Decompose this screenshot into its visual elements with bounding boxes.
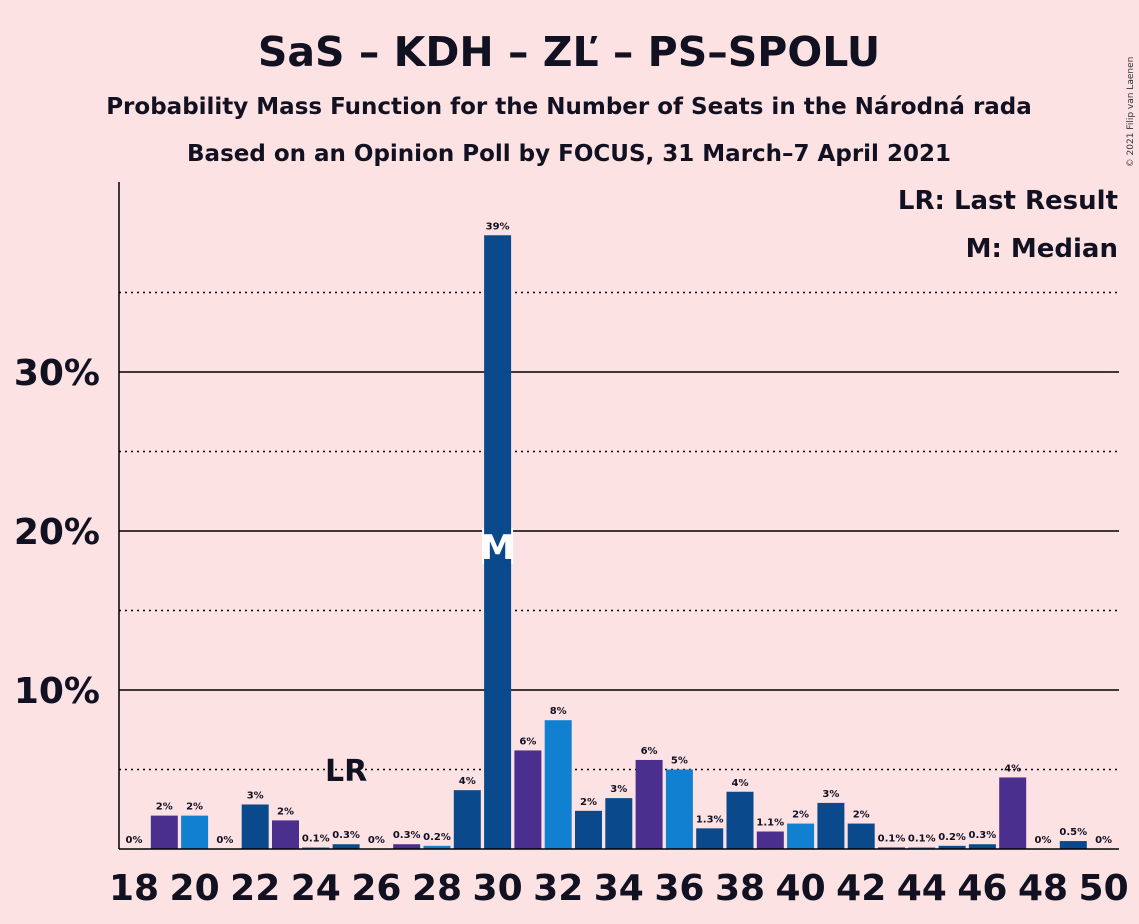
bar-value-label: 2%: [580, 797, 597, 808]
x-tick-label: 30: [473, 868, 523, 909]
x-tick-label: 32: [533, 868, 583, 909]
x-tick-label: 40: [776, 868, 826, 909]
bar-value-label: 6%: [641, 746, 658, 757]
x-tick-label: 26: [351, 868, 401, 909]
bar-seat-28: [423, 845, 451, 849]
bar-value-label: 3%: [610, 784, 627, 795]
bar-seat-43: [878, 847, 905, 849]
bar-value-label: 0.2%: [938, 832, 966, 843]
x-tick-label: 46: [957, 868, 1007, 909]
bar-value-label: 2%: [277, 806, 294, 817]
bar-value-label: 0.2%: [423, 832, 451, 843]
bar-value-label: 2%: [792, 810, 809, 821]
last-result-marker: LR: [325, 754, 367, 789]
bar-seat-33: [575, 810, 602, 849]
bar-seat-31: [514, 750, 542, 849]
bar-value-label: 0%: [216, 835, 233, 846]
gridlines: [119, 291, 1119, 771]
bar-value-label: 3%: [247, 790, 264, 801]
bar-value-label: 0.1%: [908, 833, 936, 844]
bar-seat-41: [817, 802, 845, 849]
x-tick-label: 18: [109, 868, 159, 909]
chart-title: SaS – KDH – ZĽ – PS–SPOLU: [258, 28, 880, 76]
bar-value-label: 2%: [186, 802, 203, 813]
bar-seat-27: [393, 844, 421, 849]
bar-seat-24: [302, 847, 330, 849]
bar-value-label: 0%: [126, 835, 143, 846]
chart-subtitle-poll: Based on an Opinion Poll by FOCUS, 31 Ma…: [187, 141, 951, 167]
bar-seat-39: [756, 831, 784, 849]
x-tick-label: 38: [715, 868, 765, 909]
bar-value-label: 0.3%: [969, 830, 997, 841]
chart-subtitle: Probability Mass Function for the Number…: [106, 94, 1032, 120]
x-tick-label: 48: [1018, 868, 1068, 909]
bar-seat-38: [726, 791, 754, 849]
bar-value-label: 1.1%: [756, 818, 784, 829]
x-tick-label: 36: [654, 868, 704, 909]
bar-seat-22: [241, 804, 269, 849]
bar-value-label: 0%: [368, 835, 385, 846]
median-marker: M: [481, 528, 515, 568]
bar-seat-36: [665, 769, 693, 849]
legend-median: M: Median: [966, 234, 1118, 264]
x-tick-label: 50: [1079, 868, 1129, 909]
x-tick-label: 28: [412, 868, 462, 909]
bar-seat-29: [453, 790, 481, 849]
bar-seat-19: [150, 815, 178, 849]
bar-seat-42: [847, 823, 875, 849]
bar-seat-35: [635, 759, 663, 849]
bar-value-label: 0.3%: [332, 830, 360, 841]
bar-value-label: 0.1%: [878, 833, 906, 844]
x-tick-label: 34: [594, 868, 644, 909]
x-axis-tick-labels: 18 20 22 24 26 28 30 32 34 36 38 40 42 44 46 48 50: [109, 868, 1129, 909]
bar-value-label: 8%: [550, 706, 567, 717]
bar-seat-25: [332, 844, 360, 849]
bar-seat-47: [999, 777, 1027, 849]
bar-value-label: 3%: [822, 789, 839, 800]
bar-value-label: 4%: [459, 776, 476, 787]
bar-value-label: 0%: [1095, 835, 1112, 846]
y-tick-label: 20%: [14, 512, 100, 553]
bar-seat-46: [968, 844, 996, 849]
bar-seat-44: [908, 847, 936, 849]
legend-last-result: LR: Last Result: [898, 186, 1118, 216]
bars: [150, 235, 1087, 849]
bar-value-label: 39%: [486, 221, 510, 232]
bar-seat-23: [272, 820, 299, 849]
bar-value-label: 0.1%: [302, 833, 330, 844]
bar-seat-37: [696, 828, 724, 849]
copyright-note: © 2021 Filip van Laenen: [1126, 57, 1136, 168]
median-band-fill: [484, 528, 512, 564]
x-tick-label: 44: [897, 868, 947, 909]
bar-value-label: 4%: [1004, 763, 1021, 774]
bar-value-label: 2%: [156, 802, 173, 813]
bar-seat-40: [787, 823, 815, 849]
bar-value-label: 2%: [853, 810, 870, 821]
bar-value-label: 0%: [1035, 835, 1052, 846]
y-tick-label: 10%: [14, 671, 100, 712]
y-axis-tick-labels: 10% 20% 30%: [14, 353, 100, 712]
x-tick-label: 42: [836, 868, 886, 909]
bar-value-label: 6%: [519, 736, 536, 747]
x-tick-label: 22: [230, 868, 280, 909]
bar-value-label: 1.3%: [696, 814, 724, 825]
y-tick-label: 30%: [14, 353, 100, 394]
bar-value-labels: 0%2% 2%0%3%2%0.1% 0.3% 0% 0.3% 0.2%4%39%6%8%2…: [126, 221, 1113, 846]
x-tick-label: 20: [170, 868, 220, 909]
bar-seat-20: [181, 815, 209, 849]
bar-value-label: 5%: [671, 756, 688, 767]
bar-seat-49: [1059, 841, 1087, 849]
x-tick-label: 24: [291, 868, 341, 909]
bar-seat-34: [605, 798, 633, 849]
bar-value-label: 0.3%: [393, 830, 421, 841]
bar-value-label: 4%: [732, 778, 749, 789]
bar-value-label: 0.5%: [1059, 827, 1087, 838]
bar-seat-32: [544, 720, 572, 849]
bar-seat-45: [938, 845, 966, 849]
